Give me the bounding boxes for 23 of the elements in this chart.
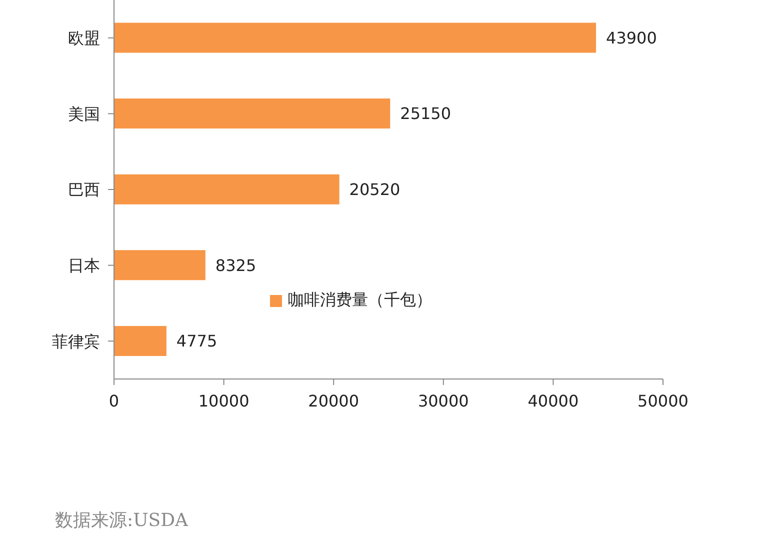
data-label: 43900 bbox=[606, 28, 657, 48]
bar bbox=[114, 174, 340, 204]
data-label: 4775 bbox=[176, 332, 218, 351]
bar bbox=[114, 250, 206, 280]
y-tick-label: 日本 bbox=[68, 256, 100, 275]
data-label: 8325 bbox=[215, 256, 256, 275]
x-tick-label: 50000 bbox=[638, 391, 688, 410]
data-label: 25150 bbox=[400, 104, 452, 124]
x-tick-label: 0 bbox=[108, 391, 120, 410]
data-label: 20520 bbox=[349, 180, 400, 200]
y-tick-label: 巴西 bbox=[68, 180, 100, 200]
x-tick-label: 30000 bbox=[418, 391, 469, 410]
bar bbox=[114, 22, 596, 53]
y-tick-label: 欧盟 bbox=[68, 28, 100, 48]
bar bbox=[114, 98, 390, 129]
x-tick-label: 10000 bbox=[198, 391, 250, 410]
y-tick-label: 菲律宾 bbox=[52, 332, 100, 351]
y-tick-label: 美国 bbox=[68, 104, 100, 124]
x-tick-label: 20000 bbox=[308, 391, 360, 410]
bar bbox=[114, 326, 166, 356]
source-note: 数据来源:USDA bbox=[55, 509, 188, 532]
legend-label: 咖啡消费量（千包） bbox=[288, 290, 432, 311]
x-tick-label: 40000 bbox=[528, 391, 579, 410]
